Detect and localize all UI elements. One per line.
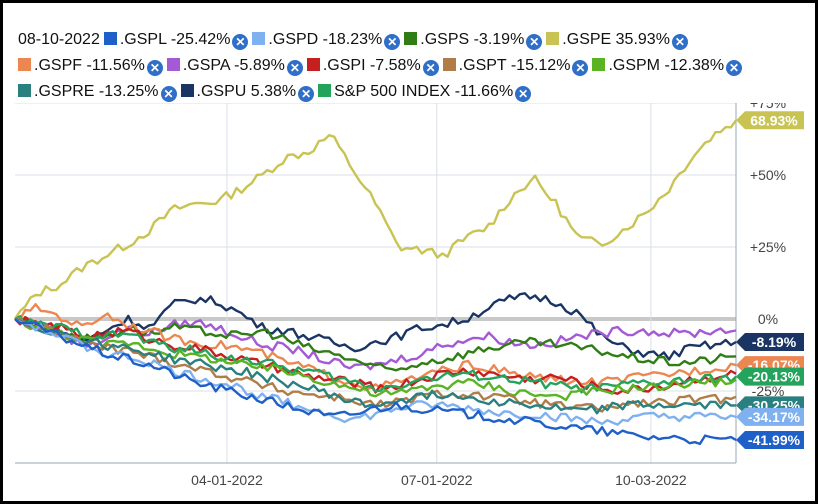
legend-item: .GSPI -7.58% ✕: [306, 53, 439, 79]
legend-swatch: [546, 32, 560, 45]
legend-swatch: [306, 58, 320, 71]
x-circle-icon[interactable]: ✕: [384, 34, 401, 50]
legend-label: .GSPM -12.38%: [608, 57, 725, 74]
series-line: [14, 316, 737, 402]
end-value-tag: [736, 407, 804, 426]
x-circle-icon[interactable]: ✕: [726, 60, 743, 76]
x-circle-icon[interactable]: ✕: [146, 60, 163, 76]
y-tick-label: +50%: [750, 167, 786, 183]
end-value-label: -34.17%: [748, 409, 801, 425]
legend-swatch: [442, 58, 456, 71]
legend-item: .GSPF -11.56% ✕: [18, 53, 163, 79]
legend-label: .GSPD -18.23%: [268, 31, 383, 48]
legend-label: .GSPA -5.89%: [182, 57, 285, 74]
legend-swatch: [318, 84, 332, 97]
legend-swatch: [18, 84, 31, 97]
legend-swatch: [404, 32, 418, 45]
legend-date: 08-10-2022: [18, 31, 100, 48]
legend-swatch: [592, 58, 606, 71]
end-value-tag: [736, 367, 804, 386]
legend-item: .GSPD -18.23% ✕: [252, 27, 401, 53]
y-tick-label: +25%: [750, 239, 786, 255]
end-value-tag: [736, 333, 804, 352]
legend-label: .GSPE 35.93%: [562, 31, 670, 48]
legend-label: .GSPU 5.38%: [196, 83, 297, 100]
legend-item: .GSPU 5.38% ✕: [180, 79, 315, 105]
legend-item: .GSPRE -13.25% ✕: [18, 79, 177, 105]
legend-label: .GSPT -15.12%: [458, 57, 571, 74]
legend-item: S&P 500 INDEX -11.66% ✕: [318, 79, 532, 105]
x-tick-label: 07-01-2022: [401, 472, 473, 488]
legend-swatch: [103, 32, 117, 45]
legend-swatch: [166, 58, 180, 71]
x-circle-icon[interactable]: ✕: [572, 60, 589, 76]
legend-item: .GSPS -3.19% ✕: [404, 27, 543, 53]
x-circle-icon[interactable]: ✕: [515, 86, 532, 102]
y-tick-label: 0%: [758, 311, 778, 327]
x-circle-icon[interactable]: ✕: [422, 60, 439, 76]
legend-item: .GSPE 35.93% ✕: [546, 27, 688, 53]
x-circle-icon[interactable]: ✕: [160, 86, 177, 102]
y-tick-label: +75%: [750, 103, 786, 111]
end-value-label: -8.19%: [752, 334, 797, 350]
end-value-tag: [736, 430, 804, 449]
x-circle-icon[interactable]: ✕: [286, 60, 303, 76]
x-circle-icon[interactable]: ✕: [526, 34, 543, 50]
x-circle-icon[interactable]: ✕: [671, 34, 688, 50]
x-circle-icon[interactable]: ✕: [298, 86, 315, 102]
legend-item: .GSPT -15.12% ✕: [442, 53, 589, 79]
x-tick-label: 04-01-2022: [191, 472, 263, 488]
legend-label: .GSPF -11.56%: [34, 57, 145, 74]
legend-label: .GSPI -7.58%: [322, 57, 421, 74]
x-circle-icon[interactable]: ✕: [232, 34, 249, 50]
legend-label: S&P 500 INDEX -11.66%: [334, 83, 514, 100]
legend-label: .GSPS -3.19%: [420, 31, 525, 48]
legend-item: .GSPA -5.89% ✕: [166, 53, 303, 79]
line-chart: +75% +50% +25% 0% -25% 04-01-2022 07-01-2022 10…: [13, 103, 804, 488]
x-tick-label: 10-03-2022: [615, 472, 687, 488]
legend-swatch: [252, 32, 266, 45]
legend-swatch: [18, 58, 31, 71]
legend-item: .GSPM -12.38% ✕: [592, 53, 743, 79]
end-value-label: -20.13%: [748, 369, 801, 385]
legend-item: .GSPL -25.42% ✕: [103, 27, 249, 53]
series-line: [13, 119, 737, 320]
series-line: [14, 317, 737, 426]
legend-swatch: [180, 84, 194, 97]
legend-label: .GSPL -25.42%: [119, 31, 231, 48]
series-line: [14, 302, 737, 391]
legend: 08-10-2022 .GSPL -25.42% ✕ .GSPD -18.23% ✕ .G…: [18, 27, 818, 105]
end-value-tag: [736, 111, 804, 130]
legend-label: .GSPRE -13.25%: [34, 83, 159, 100]
end-value-label: -41.99%: [748, 432, 801, 448]
series-line: [14, 318, 737, 446]
y-tick-label: -25%: [752, 383, 785, 399]
end-value-label: 68.93%: [750, 112, 798, 128]
